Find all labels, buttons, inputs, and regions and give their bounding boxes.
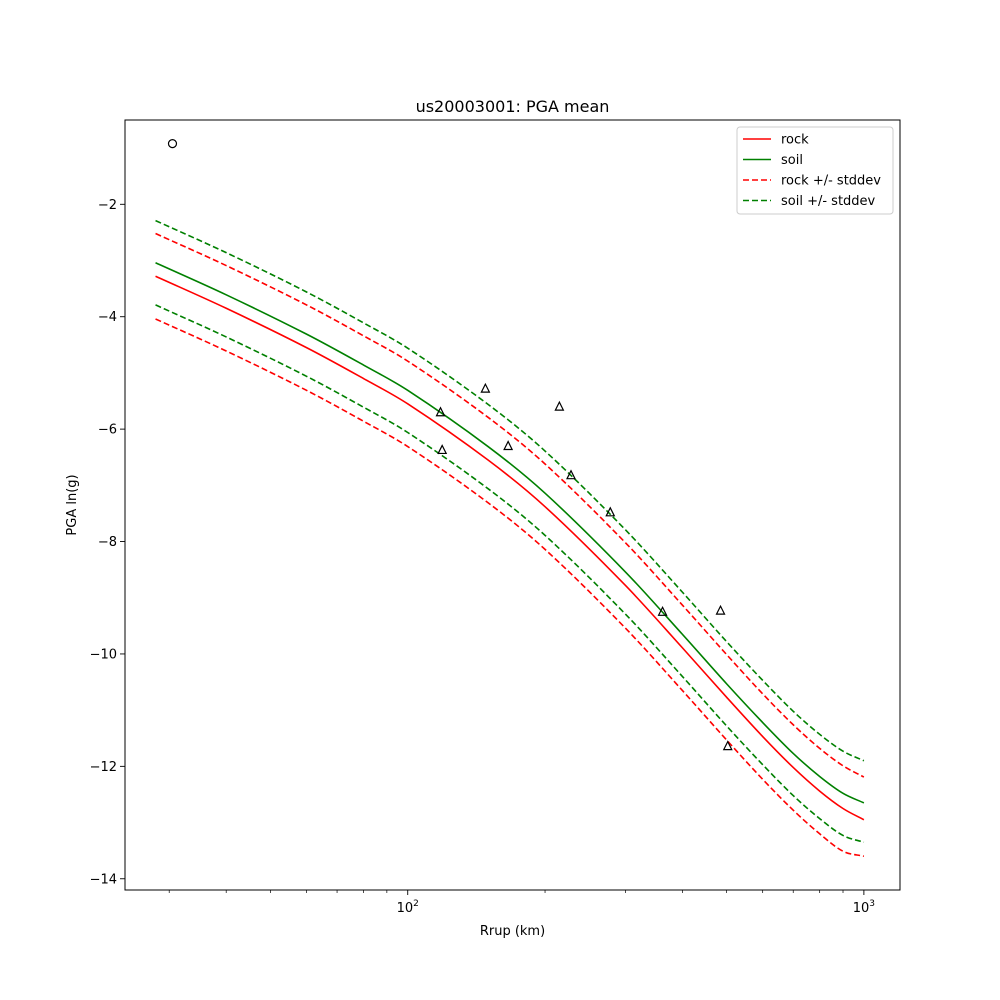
data-point-triangle	[437, 444, 448, 455]
x-axis: 102 103	[168, 890, 875, 916]
legend-frame	[736, 126, 894, 215]
x-tick-label: 103	[853, 899, 875, 916]
data-point-triangle	[435, 406, 446, 417]
data-point-triangle	[657, 605, 668, 616]
data-point-triangle	[554, 400, 565, 411]
y-tick-label: −14	[90, 872, 117, 887]
series-line-soil-stddev	[155, 219, 865, 762]
legend-label: soil	[781, 153, 803, 168]
series-line-rock	[155, 275, 865, 821]
y-axis: −2 −4 −6 −8 −10 −12 −14	[90, 198, 125, 887]
series-line-soil-stddev	[155, 304, 865, 843]
x-axis-label: Rrup (km)	[480, 924, 545, 939]
data-point-triangle	[605, 506, 616, 517]
legend-label: rock +/- stddev	[781, 174, 881, 189]
data-point-triangle	[722, 740, 733, 751]
series-line-rock-stddev	[155, 232, 865, 778]
chart-title: us20003001: PGA mean	[416, 97, 610, 116]
legend-label: soil +/- stddev	[781, 194, 876, 209]
data-point-triangle	[715, 604, 726, 615]
series-line-rock-stddev	[155, 318, 865, 858]
legend: rock soil rock +/- stddev soil +/- stddev	[736, 126, 894, 215]
plot-area	[155, 139, 865, 858]
data-point-circle	[167, 139, 178, 149]
series-line-soil	[155, 262, 865, 804]
y-tick-label: −6	[98, 423, 117, 438]
data-point-triangle	[503, 440, 514, 451]
y-tick-label: −10	[90, 647, 117, 662]
data-point-triangle	[480, 382, 491, 393]
legend-label: rock	[781, 133, 809, 148]
plot-frame	[124, 119, 901, 891]
y-tick-label: −2	[98, 198, 117, 213]
y-tick-label: −12	[90, 760, 117, 775]
x-tick-label: 102	[397, 899, 419, 916]
data-point-triangle	[566, 469, 576, 480]
y-axis-label: PGA ln(g)	[65, 474, 80, 535]
y-tick-label: −4	[98, 310, 117, 325]
y-tick-label: −8	[98, 535, 117, 550]
